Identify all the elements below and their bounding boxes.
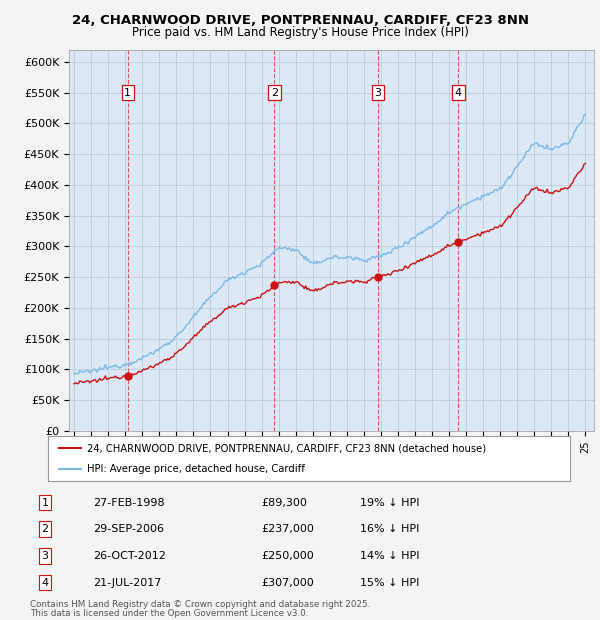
Text: This data is licensed under the Open Government Licence v3.0.: This data is licensed under the Open Gov… [30, 608, 308, 618]
Text: 3: 3 [41, 551, 49, 561]
Text: 26-OCT-2012: 26-OCT-2012 [93, 551, 166, 561]
Text: 21-JUL-2017: 21-JUL-2017 [93, 578, 161, 588]
Text: Price paid vs. HM Land Registry's House Price Index (HPI): Price paid vs. HM Land Registry's House … [131, 26, 469, 39]
Text: £237,000: £237,000 [261, 525, 314, 534]
Text: 29-SEP-2006: 29-SEP-2006 [93, 525, 164, 534]
Text: £89,300: £89,300 [261, 498, 307, 508]
Text: 16% ↓ HPI: 16% ↓ HPI [360, 525, 419, 534]
Text: £307,000: £307,000 [261, 578, 314, 588]
Text: 24, CHARNWOOD DRIVE, PONTPRENNAU, CARDIFF, CF23 8NN (detached house): 24, CHARNWOOD DRIVE, PONTPRENNAU, CARDIF… [87, 443, 486, 453]
Text: 4: 4 [41, 578, 49, 588]
Text: Contains HM Land Registry data © Crown copyright and database right 2025.: Contains HM Land Registry data © Crown c… [30, 600, 370, 609]
Text: 4: 4 [455, 87, 462, 98]
Text: 27-FEB-1998: 27-FEB-1998 [93, 498, 164, 508]
Text: 2: 2 [41, 525, 49, 534]
Text: 24, CHARNWOOD DRIVE, PONTPRENNAU, CARDIFF, CF23 8NN: 24, CHARNWOOD DRIVE, PONTPRENNAU, CARDIF… [71, 14, 529, 27]
Text: 1: 1 [41, 498, 49, 508]
Text: 19% ↓ HPI: 19% ↓ HPI [360, 498, 419, 508]
Text: 3: 3 [374, 87, 382, 98]
Text: HPI: Average price, detached house, Cardiff: HPI: Average price, detached house, Card… [87, 464, 305, 474]
Text: 15% ↓ HPI: 15% ↓ HPI [360, 578, 419, 588]
Text: 2: 2 [271, 87, 278, 98]
Text: 14% ↓ HPI: 14% ↓ HPI [360, 551, 419, 561]
Text: 1: 1 [124, 87, 131, 98]
Text: £250,000: £250,000 [261, 551, 314, 561]
